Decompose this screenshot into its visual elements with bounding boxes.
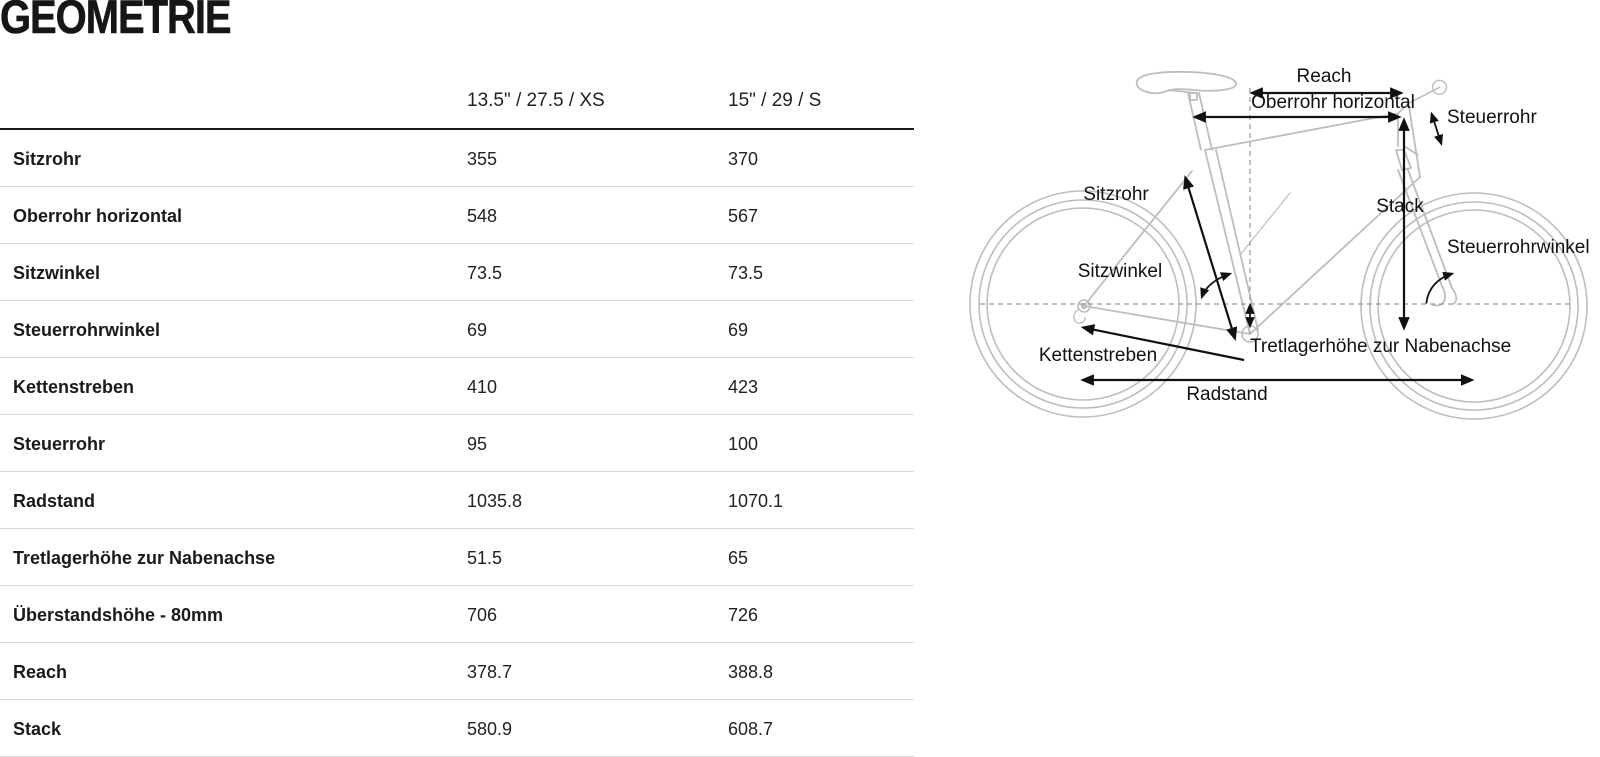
- svg-text:Oberrohr horizontal: Oberrohr horizontal: [1251, 92, 1415, 113]
- svg-text:Reach: Reach: [1297, 66, 1352, 87]
- svg-text:Tretlagerhöhe zur Nabenachse: Tretlagerhöhe zur Nabenachse: [1250, 336, 1511, 357]
- svg-text:Stack: Stack: [1376, 196, 1424, 217]
- svg-text:Steuerrohr: Steuerrohr: [1447, 107, 1537, 128]
- svg-text:Kettenstreben: Kettenstreben: [1039, 345, 1157, 366]
- svg-text:Sitzrohr: Sitzrohr: [1083, 184, 1149, 205]
- svg-text:Radstand: Radstand: [1186, 384, 1267, 405]
- svg-text:Steuerrohrwinkel: Steuerrohrwinkel: [1447, 237, 1590, 258]
- svg-text:Sitzwinkel: Sitzwinkel: [1078, 261, 1162, 282]
